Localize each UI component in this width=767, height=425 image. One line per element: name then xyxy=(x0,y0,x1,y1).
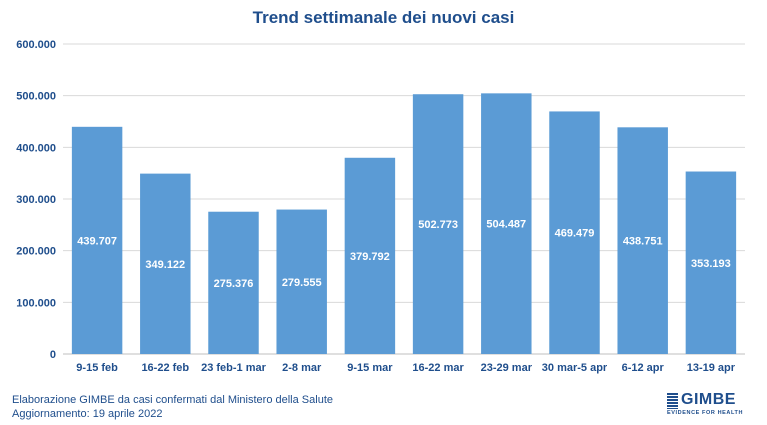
bars xyxy=(71,93,737,354)
y-tick-label: 0 xyxy=(50,349,56,361)
y-tick-label: 500.000 xyxy=(16,91,56,103)
x-tick-label: 13-19 apr xyxy=(687,362,736,374)
chart-title: Trend settimanale dei nuovi casi xyxy=(252,8,515,27)
y-tick-label: 400.000 xyxy=(16,142,56,154)
x-axis-ticks: 9-15 feb 16-22 feb 23 feb-1 mar 2-8 mar 9-15… xyxy=(76,362,735,374)
logo-name: GIMBE xyxy=(681,391,736,408)
bar-value-label: 353.193 xyxy=(691,258,731,270)
source-note: Elaborazione GIMBE da casi confermati da… xyxy=(12,394,333,406)
x-tick-label: 23 feb-1 mar xyxy=(201,362,267,374)
update-date: Aggiornamento: 19 aprile 2022 xyxy=(12,408,163,420)
bar-value-label: 349.122 xyxy=(145,259,185,271)
x-tick-label: 23-29 mar xyxy=(481,362,533,374)
bar xyxy=(276,209,327,354)
bar xyxy=(617,127,668,354)
bar xyxy=(412,94,464,354)
logo-mark-icon xyxy=(667,393,678,409)
x-tick-label: 9-15 mar xyxy=(347,362,393,374)
x-tick-label: 6-12 apr xyxy=(622,362,665,374)
bar-value-label: 439.707 xyxy=(77,235,117,247)
y-tick-label: 600.000 xyxy=(16,39,56,51)
y-tick-label: 300.000 xyxy=(16,194,56,206)
x-tick-label: 16-22 feb xyxy=(141,362,189,374)
bar-value-label: 279.555 xyxy=(282,277,322,289)
bar-value-label: 379.792 xyxy=(350,251,390,263)
bar-value-label: 502.773 xyxy=(418,219,458,231)
bar xyxy=(549,111,600,354)
value-labels: 439.707 349.122 275.376 279.555 379.792 502.7… xyxy=(77,219,731,290)
y-tick-label: 200.000 xyxy=(16,246,56,258)
gimbe-logo: GIMBE EVIDENCE FOR HEALTH xyxy=(667,391,759,420)
bar xyxy=(208,211,259,354)
bar-value-label: 438.751 xyxy=(623,236,663,248)
logo-tagline: EVIDENCE FOR HEALTH xyxy=(667,410,744,416)
bar xyxy=(685,171,737,354)
x-tick-label: 30 mar-5 apr xyxy=(542,362,608,374)
y-tick-label: 100.000 xyxy=(16,297,56,309)
bar-value-label: 469.479 xyxy=(555,228,595,240)
bar xyxy=(344,157,396,354)
bar xyxy=(140,173,191,354)
bar-value-label: 275.376 xyxy=(214,278,254,290)
bar xyxy=(71,126,123,354)
x-tick-label: 2-8 mar xyxy=(282,362,322,374)
x-tick-label: 9-15 feb xyxy=(76,362,118,374)
x-tick-label: 16-22 mar xyxy=(412,362,464,374)
y-axis-ticks: 0 100.000 200.000 300.000 400.000 500.000 600.… xyxy=(16,39,56,361)
bar xyxy=(481,93,532,354)
bar-value-label: 504.487 xyxy=(486,219,526,231)
